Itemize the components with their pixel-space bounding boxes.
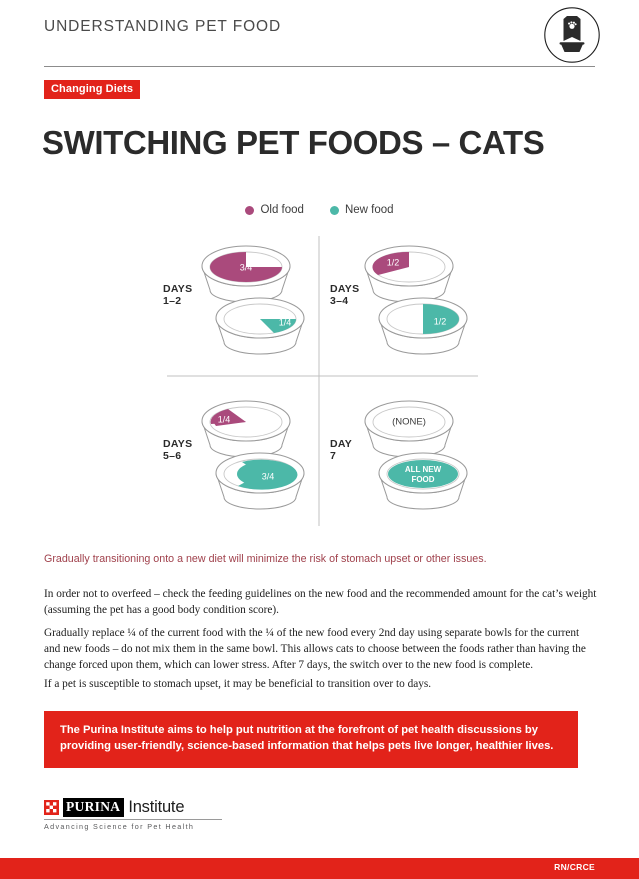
day-label-q3-line1: DAYS <box>163 438 192 450</box>
category-badge: Changing Diets <box>44 80 141 100</box>
quadrant-days-5-6: 1/4 3/4 DAYS 5–6 <box>163 400 305 510</box>
day-label-q1-line1: DAYS <box>163 283 192 295</box>
bowl-old-food-q2: 1/2 <box>364 245 454 303</box>
body-paragraph-2: Gradually replace ¼ of the current food … <box>44 627 586 672</box>
wedge-label-q1-new: 1/4 <box>279 317 292 327</box>
bowl-new-food-q4: ALL NEW FOOD <box>378 452 468 510</box>
purina-institute-logo: PURINA Institute Advancing Science for P… <box>44 798 234 831</box>
legend-item-new-food: New food <box>329 204 394 216</box>
wedge-label-q1-old: 3/4 <box>240 262 253 272</box>
wedge-label-q4-new-line1: ALL NEW <box>405 465 442 474</box>
mission-callout: The Purina Institute aims to help put nu… <box>44 711 578 768</box>
legend-dot-old-food <box>245 205 255 215</box>
bowl-new-food-q2: 1/2 <box>378 297 468 355</box>
legend-label-old-food: Old food <box>260 204 304 216</box>
wedge-label-q4-old: (NONE) <box>392 417 426 428</box>
legend-label-new-food: New food <box>344 204 394 216</box>
legend: Old food New food <box>0 204 639 216</box>
wedge-label-q3-old: 1/4 <box>218 414 231 424</box>
logo-brand: PURINA <box>63 798 125 817</box>
footer-bar: RN/CRCE <box>0 858 639 879</box>
legend-item-old-food: Old food <box>245 204 304 216</box>
lead-paragraph: Gradually transitioning onto a new diet … <box>44 553 487 565</box>
logo-name: Institute <box>128 798 185 817</box>
header-title: UNDERSTANDING PET FOOD <box>44 18 282 35</box>
bowl-new-food-q3: 3/4 <box>215 452 305 510</box>
logo-tagline: Advancing Science for Pet Health <box>44 821 195 831</box>
day-label-q3-line2: 5–6 <box>163 450 181 462</box>
day-label-q2-line2: 3–4 <box>330 295 348 307</box>
header-divider <box>44 66 595 67</box>
quadrant-day-7: (NONE) ALL NEW FOOD DAY 7 <box>330 400 468 510</box>
quadrant-days-1-2: 3/4 1/4 DAYS 1–2 <box>163 245 305 355</box>
day-label-q2-line1: DAYS <box>330 283 359 295</box>
bowl-old-food-q4: (NONE) <box>364 400 454 458</box>
page-title: SWITCHING PET FOODS – CATS <box>42 124 545 161</box>
footer-code: RN/CRCE <box>554 862 595 872</box>
switching-diagram: 3/4 1/4 DAYS 1–2 <box>0 226 639 536</box>
page-header: UNDERSTANDING PET FOOD <box>0 0 639 72</box>
day-label-q4-line2: 7 <box>330 450 336 462</box>
body-paragraph-3: If a pet is susceptible to stomach upset… <box>44 678 432 690</box>
body-paragraph-1: In order not to overfeed – check the fee… <box>44 588 597 617</box>
pet-food-bag-icon <box>543 6 601 64</box>
diagram-dividers <box>167 236 478 526</box>
bowl-old-food-q3: 1/4 <box>201 400 291 458</box>
day-label-q1-line2: 1–2 <box>163 295 181 307</box>
quadrant-days-3-4: 1/2 1/2 DAYS 3–4 <box>330 245 468 355</box>
bowl-new-food-q1: 1/4 <box>215 297 305 355</box>
legend-dot-new-food <box>329 205 339 215</box>
day-label-q4-line1: DAY <box>330 438 352 450</box>
checkerboard-icon <box>44 799 59 815</box>
wedge-label-q2-new: 1/2 <box>434 316 447 326</box>
wedge-label-q3-new: 3/4 <box>262 471 275 481</box>
logo-divider <box>44 818 222 820</box>
wedge-label-q2-old: 1/2 <box>387 257 400 267</box>
logo-row: PURINA Institute <box>44 798 234 817</box>
bowl-old-food-q1: 3/4 <box>201 245 291 303</box>
wedge-label-q4-new-line2: FOOD <box>411 475 434 484</box>
